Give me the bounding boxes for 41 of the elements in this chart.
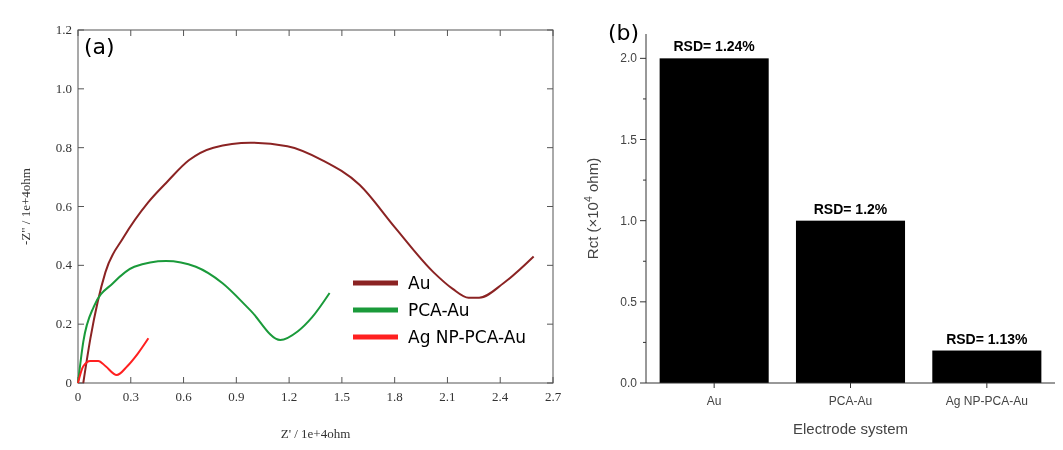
y-tick-label: 0.5 [620, 294, 638, 309]
x-axis-title: Z' / 1e+4ohm [280, 426, 351, 441]
x-tick-label: 2.1 [439, 389, 456, 404]
x-tick-label: PCA-Au [828, 394, 873, 408]
legend-label: Au [408, 273, 431, 293]
line-series [77, 337, 150, 384]
y-tick-label: 0.2 [55, 316, 72, 332]
x-tick-label: Au [706, 394, 722, 408]
x-tick-label: 2.7 [544, 389, 562, 404]
bar [795, 220, 906, 383]
x-tick-label: 1.8 [386, 389, 403, 404]
bar [659, 58, 769, 383]
text: (b) [608, 20, 640, 45]
x-tick-label: Ag NP-PCA-Au [945, 394, 1028, 408]
y-tick-label: 0.0 [620, 376, 638, 390]
x-tick-label: 0.6 [175, 389, 193, 404]
y-tick-label: 1.2 [55, 22, 72, 37]
x-tick-label: 0.3 [122, 389, 139, 404]
bar [932, 350, 1042, 383]
x-axis-title: Electrode system [792, 420, 909, 437]
legend-label: Ag NP-PCA-Au [408, 327, 527, 347]
x-tick-label: 1.5 [333, 389, 351, 404]
y-tick-label: 0 [65, 375, 72, 390]
annotation: RSD= 1.24% [673, 38, 756, 55]
legend-label: PCA-Au [408, 300, 470, 320]
x-tick-label: 0.9 [228, 389, 245, 404]
y-axis-title: -Z" / 1e+4ohm [18, 168, 33, 245]
x-tick-label: 1.2 [280, 389, 298, 404]
line-series [82, 141, 535, 384]
annotation: RSD= 1.2% [813, 200, 888, 217]
x-tick-label: 2.4 [492, 389, 509, 404]
annotation: (a) [84, 34, 115, 59]
y-tick-label: 0.4 [55, 257, 73, 273]
y-tick-label: 1.5 [620, 132, 638, 147]
annotation: RSD= 1.13% [946, 330, 1029, 347]
line-series [77, 259, 331, 384]
y-tick-label: 1.0 [55, 80, 72, 96]
y-tick-label: 0.6 [55, 198, 73, 214]
y-tick-label: 2.0 [620, 51, 638, 66]
y-tick-label: 0.8 [55, 139, 72, 155]
y-tick-label: 1.0 [620, 213, 638, 228]
